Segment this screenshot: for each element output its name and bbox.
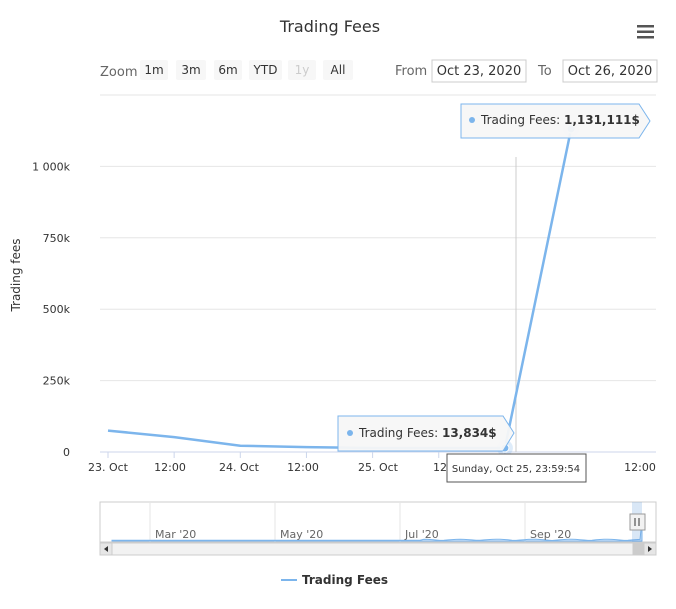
scrollbar-left-arrow[interactable] [99, 542, 113, 556]
navigator-label: Mar '20 [155, 528, 196, 541]
zoom-button-label: YTD [253, 63, 278, 77]
legend-item-trading-fees[interactable]: Trading Fees [281, 573, 388, 587]
y-tick-label: 250k [43, 375, 71, 388]
to-date-input[interactable]: Oct 26, 2020 [562, 59, 658, 83]
from-label: From [395, 64, 427, 79]
zoom-button-label: 1m [144, 63, 163, 77]
zoom-button-1y[interactable]: 1y [288, 60, 316, 80]
navigator-label: May '20 [280, 528, 323, 541]
scrollbar[interactable] [99, 542, 657, 556]
x-tick-label: 12:00 [154, 461, 186, 474]
navigator-label: Jul '20 [404, 528, 439, 541]
tooltip-low-value: 13,834$ [442, 426, 497, 440]
to-date-value: Oct 26, 2020 [568, 64, 653, 79]
svg-text:Trading Fees: 13,834$: Trading Fees: 13,834$ [358, 426, 497, 440]
zoom-button-label: 1y [295, 63, 310, 77]
zoom-button-6m[interactable]: 6m [214, 60, 242, 80]
zoom-button-1m[interactable]: 1m [140, 60, 168, 80]
x-tick-label: 12:00 [287, 461, 319, 474]
zoom-button-ytd[interactable]: YTD [249, 60, 282, 80]
navigator-series [111, 519, 643, 542]
svg-text:Trading Fees: 1,131,111$: Trading Fees: 1,131,111$ [480, 113, 640, 127]
legend-label: Trading Fees [302, 573, 388, 587]
x-tick-label: 24. Oct [219, 461, 260, 474]
x-tick-label: 12:00 [624, 461, 656, 474]
x-tick-label: 25. Oct [358, 461, 399, 474]
hamburger-menu-icon[interactable] [630, 20, 660, 42]
tooltip-high: Trading Fees: 1,131,111$ [460, 103, 651, 139]
to-label: To [537, 64, 552, 79]
tooltip-high-label: Trading Fees: [480, 113, 564, 127]
series-line-trading-fees [107, 128, 573, 450]
x-tick-label: 23. Oct [88, 461, 129, 474]
zoom-button-3m[interactable]: 3m [176, 60, 206, 80]
navigator[interactable] [99, 501, 657, 543]
tooltip-low-label: Trading Fees: [358, 426, 442, 440]
crosshair-label: Sunday, Oct 25, 23:59:54 [446, 453, 587, 483]
zoom-button-all[interactable]: All [323, 60, 353, 80]
zoom-label: Zoom [100, 65, 137, 80]
zoom-button-label: All [331, 63, 346, 77]
from-date-input[interactable]: Oct 23, 2020 [431, 59, 527, 83]
zoom-button-label: 6m [218, 63, 237, 77]
y-axis-title: Trading fees [9, 238, 23, 312]
scrollbar-right-arrow[interactable] [643, 542, 657, 556]
zoom-button-label: 3m [181, 63, 200, 77]
y-tick-label: 0 [63, 446, 70, 459]
scrollbar-thumb[interactable] [632, 542, 644, 556]
y-tick-label: 1 000k [32, 160, 70, 173]
y-tick-label: 500k [43, 303, 71, 316]
tooltip-high-value: 1,131,111$ [564, 113, 640, 127]
tooltip-low: Trading Fees: 13,834$ [337, 415, 515, 452]
navigator-label: Sep '20 [530, 528, 571, 541]
y-tick-label: 750k [43, 232, 71, 245]
navigator-handle[interactable] [629, 513, 646, 531]
crosshair-label-text: Sunday, Oct 25, 23:59:54 [452, 464, 580, 475]
from-date-value: Oct 23, 2020 [437, 64, 522, 79]
x-tick-label: 12 [433, 461, 447, 474]
chart-title: Trading Fees [279, 17, 380, 36]
